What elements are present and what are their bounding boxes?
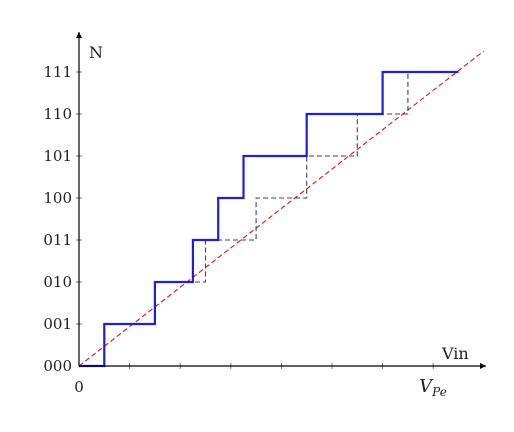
ideal-diagonal-series (78, 50, 485, 367)
y-tick-label: 011 (43, 231, 72, 249)
y-tick-label: 110 (43, 105, 72, 123)
y-tick-label: 010 (43, 273, 72, 291)
y-tick-label: 111 (43, 63, 72, 81)
x-end-label-sub: Pe (431, 385, 447, 399)
y-tick-label: 001 (43, 315, 72, 333)
solid-staircase-series (79, 70, 459, 368)
y-axis-label: N (89, 43, 103, 62)
x-end-label-base: V (419, 376, 434, 397)
y-tick-label: 000 (43, 357, 72, 375)
y-axis-ticks: 000 001 010 011 100 101 110 111 (43, 63, 82, 375)
x-axis-label: Vin (441, 344, 469, 363)
y-tick-label: 100 (43, 189, 72, 207)
series-layer (78, 50, 485, 368)
dashed-staircase-series (79, 72, 409, 367)
x-end-label: VPe (419, 376, 447, 399)
y-tick-label: 101 (43, 147, 72, 165)
x-origin-label: 0 (74, 378, 84, 396)
